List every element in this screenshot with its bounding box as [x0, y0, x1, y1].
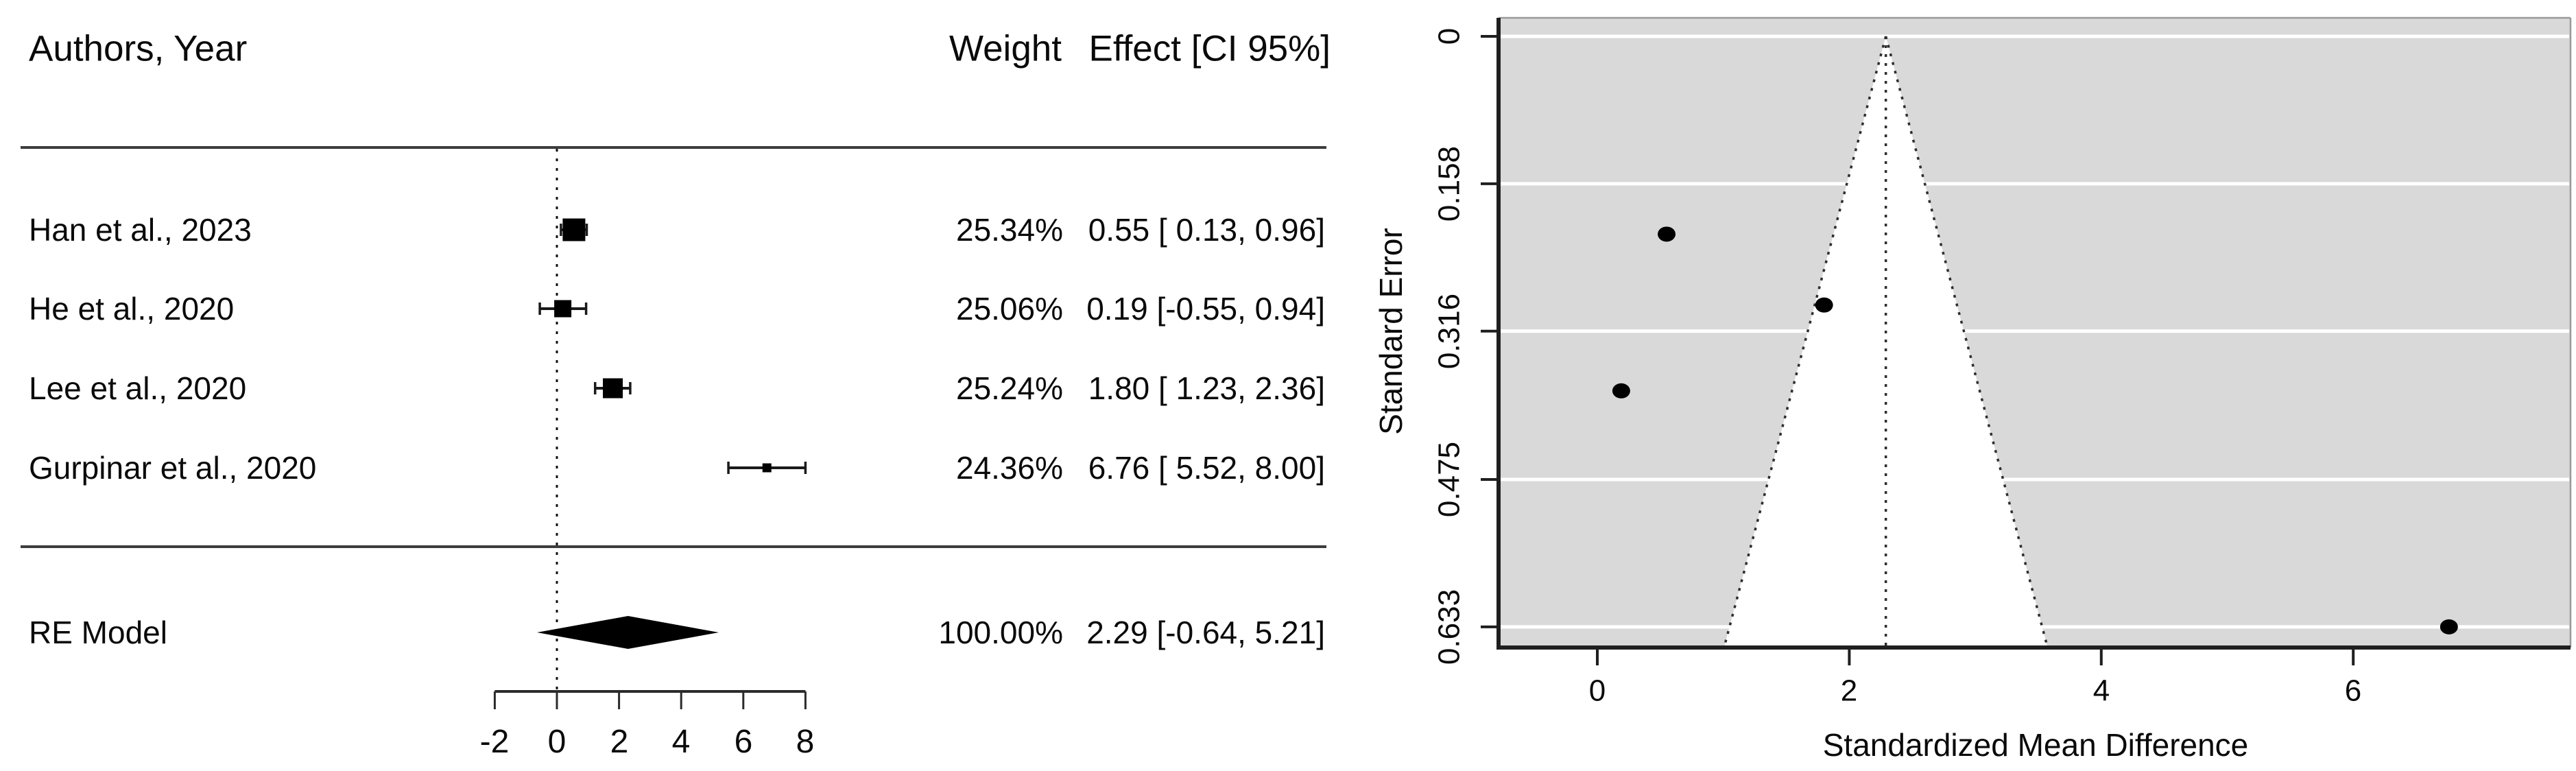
study-label: He et al., 2020	[29, 291, 234, 327]
study-point-estimate-square	[762, 463, 772, 473]
study-weight: 25.34%	[956, 212, 1063, 248]
funnel-edge-line	[1884, 36, 2049, 648]
forest-plot	[21, 146, 1326, 709]
forest-x-tick-label: 8	[796, 724, 815, 760]
funnel-y-tick-label: 0.158	[1432, 146, 1466, 222]
summary-weight: 100.00%	[938, 615, 1063, 650]
funnel-x-axis-title: Standardized Mean Difference	[1823, 727, 2249, 763]
study-label: Han et al., 2023	[29, 212, 252, 248]
funnel-plot-text: 0 0.158 0.316 0.475 0.633 Standard Error…	[1373, 28, 2361, 763]
study-label: Lee et al., 2020	[29, 370, 246, 406]
funnel-x-tick-label: 4	[2093, 674, 2110, 707]
funnel-study-point	[2440, 619, 2458, 634]
study-weight: 24.36%	[956, 450, 1063, 486]
study-effect-ci: 1.80 [ 1.23, 2.36]	[1088, 370, 1325, 406]
funnel-study-point	[1612, 383, 1630, 399]
study-label: Gurpinar et al., 2020	[29, 450, 316, 486]
forest-column-header-weight: Weight	[949, 29, 1062, 69]
study-effect-ci: 6.76 [ 5.52, 8.00]	[1088, 450, 1325, 486]
study-weight: 25.24%	[956, 370, 1063, 406]
summary-diamond	[537, 616, 719, 649]
study-effect-ci: 0.55 [ 0.13, 0.96]	[1088, 212, 1325, 248]
forest-x-tick-label: 4	[672, 724, 691, 760]
funnel-x-tick-label: 0	[1589, 674, 1606, 707]
funnel-y-tick-label: 0.316	[1432, 294, 1466, 369]
study-point-estimate-square	[554, 300, 572, 318]
study-effect-ci: 0.19 [-0.55, 0.94]	[1086, 291, 1325, 327]
summary-label: RE Model	[29, 615, 167, 650]
funnel-x-tick-label: 2	[1841, 674, 1857, 707]
forest-x-tick-label: 2	[610, 724, 629, 760]
forest-x-tick-label: 0	[548, 724, 567, 760]
funnel-study-point	[1658, 226, 1676, 242]
summary-effect-ci: 2.29 [-0.64, 5.21]	[1086, 615, 1325, 650]
funnel-edge-line	[1723, 36, 1887, 648]
forest-x-tick-label: -2	[480, 724, 510, 760]
funnel-x-tick-label: 6	[2345, 674, 2361, 707]
forest-column-header-authors: Authors, Year	[29, 29, 247, 69]
funnel-y-tick-label: 0	[1432, 28, 1466, 45]
study-point-estimate-square	[562, 218, 586, 241]
funnel-plot	[1481, 16, 2572, 665]
forest-column-header-effect: Effect [CI 95%]	[1088, 29, 1331, 69]
funnel-y-axis-title: Standard Error	[1373, 228, 1409, 435]
forest-plot-text: Authors, Year Weight Effect [CI 95%] Han…	[29, 29, 1331, 760]
funnel-y-tick-label: 0.475	[1432, 442, 1466, 517]
study-point-estimate-square	[603, 378, 623, 399]
funnel-y-tick-label: 0.633	[1432, 589, 1466, 665]
study-weight: 25.06%	[956, 291, 1063, 327]
funnel-study-point	[1815, 297, 1833, 313]
forest-x-tick-label: 6	[735, 724, 753, 760]
